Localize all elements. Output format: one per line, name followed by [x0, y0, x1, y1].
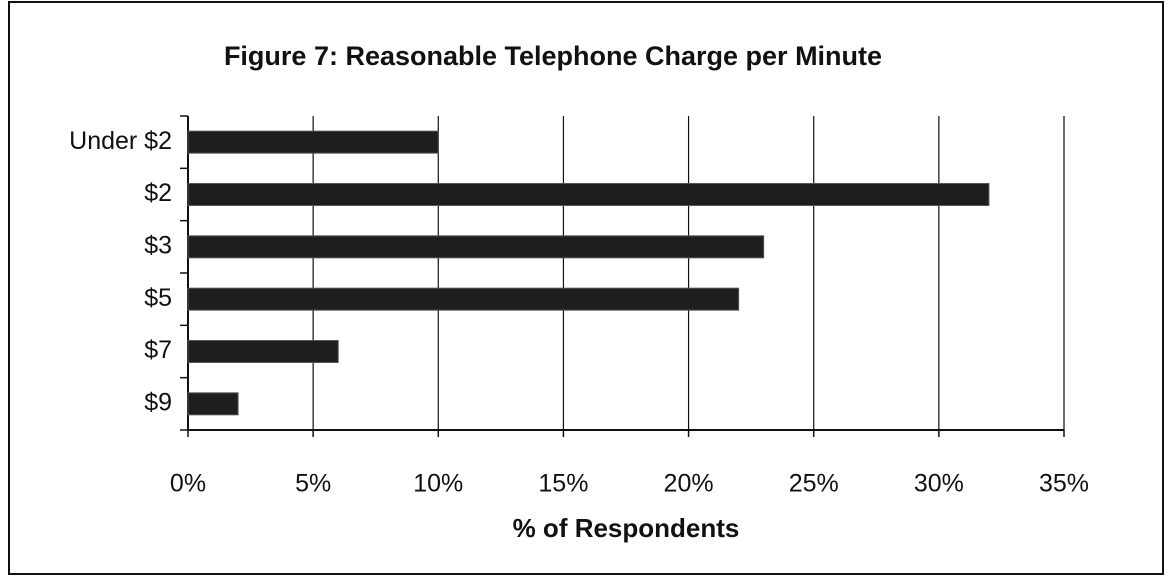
- x-tick-label: 35%: [1039, 470, 1089, 498]
- bar: [187, 340, 339, 363]
- x-tick-label: 25%: [789, 470, 839, 498]
- x-tick-label: 0%: [170, 470, 206, 498]
- x-tick-label: 20%: [664, 470, 714, 498]
- bar: [187, 235, 765, 259]
- y-tick-label: $9: [144, 388, 172, 416]
- y-tick-label: $7: [144, 336, 172, 364]
- x-tick-label: 30%: [914, 470, 964, 498]
- y-tick-label: $3: [144, 231, 172, 259]
- y-tick-label: $2: [144, 179, 172, 207]
- chart-title: Figure 7: Reasonable Telephone Charge pe…: [224, 41, 882, 71]
- bar: [187, 392, 239, 416]
- x-axis-label: % of Respondents: [513, 513, 740, 543]
- bar: [187, 183, 990, 206]
- x-tick-label: 5%: [295, 470, 331, 498]
- chart-frame: [8, 1, 1164, 575]
- y-tick-label: $5: [144, 284, 172, 312]
- bar: [187, 287, 740, 311]
- x-tick-label: 15%: [538, 470, 588, 498]
- bar: [187, 130, 439, 154]
- y-tick-label: Under $2: [69, 127, 172, 155]
- x-tick-label: 10%: [413, 470, 463, 498]
